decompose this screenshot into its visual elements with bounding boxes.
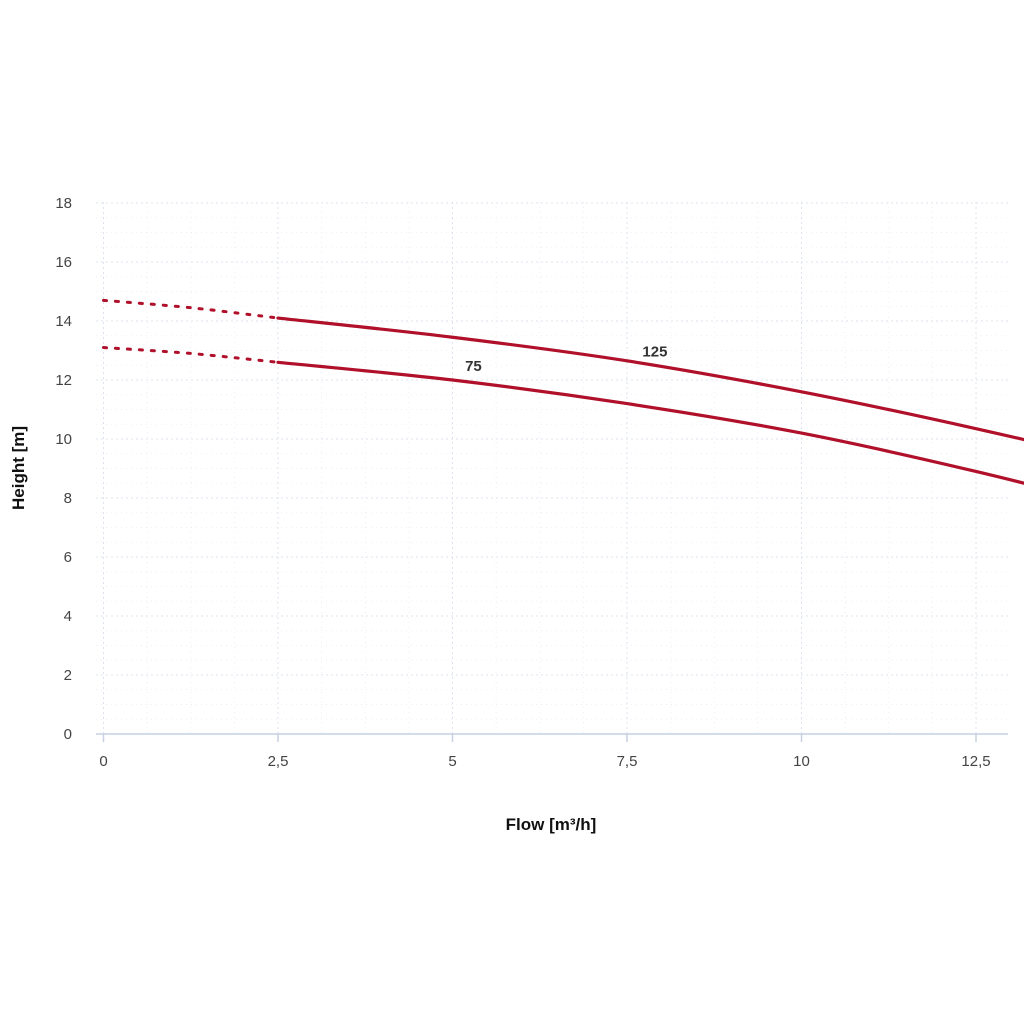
series-lines	[102, 298, 1024, 485]
series-125-label: 125	[642, 343, 667, 360]
series-labels: 125 75	[465, 343, 667, 375]
y-tick-labels: 0 2 4 6 8 10 12 14 16 18	[55, 195, 72, 743]
x-tick-label: 12,5	[961, 753, 990, 770]
series-75-dotted-extension	[102, 346, 280, 364]
series-125-dotted-extension	[102, 298, 280, 320]
x-axis-title: Flow [m³/h]	[506, 815, 597, 834]
series-125-line	[276, 316, 1024, 442]
y-tick-label: 14	[55, 313, 72, 330]
series-75-label: 75	[465, 358, 482, 375]
y-tick-label: 6	[64, 549, 72, 566]
y-tick-label: 12	[55, 372, 72, 389]
y-tick-label: 16	[55, 254, 72, 271]
y-tick-label: 4	[64, 608, 72, 625]
series-75-line	[276, 360, 1024, 485]
x-tick-label: 10	[793, 753, 810, 770]
y-axis-title: Height [m]	[9, 426, 28, 510]
x-tick-label: 5	[448, 753, 456, 770]
grid	[96, 202, 1008, 735]
y-tick-label: 2	[64, 667, 72, 684]
y-tick-label: 10	[55, 431, 72, 448]
y-tick-label: 18	[55, 195, 72, 212]
y-tick-label: 0	[64, 726, 72, 743]
y-tick-label: 8	[64, 490, 72, 507]
x-tick-label: 2,5	[268, 753, 289, 770]
x-tick-label: 7,5	[617, 753, 638, 770]
x-tick-label: 0	[99, 753, 107, 770]
